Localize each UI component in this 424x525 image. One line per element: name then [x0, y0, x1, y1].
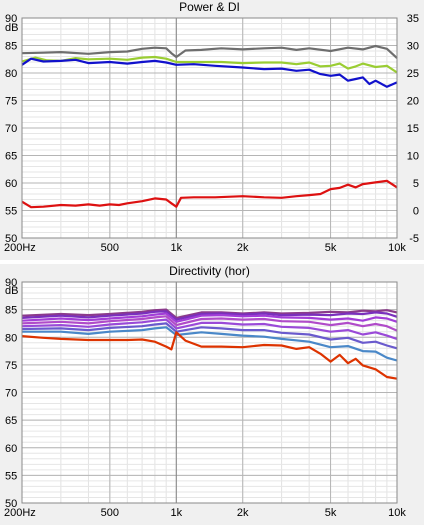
y2-tick-label: 5	[413, 178, 419, 190]
y2-tick-label: -5	[409, 233, 419, 245]
y2-tick-label: 20	[407, 96, 419, 108]
series-line-1	[21, 44, 398, 59]
y-tick-label: 60	[5, 178, 17, 190]
y-tick-label: 90	[5, 277, 17, 289]
series-line-7	[22, 326, 398, 362]
x-tick-label: 500	[101, 507, 119, 519]
y2-tick-label: 25	[407, 68, 419, 80]
y2-tick-label: 0	[413, 206, 419, 218]
x-tick-label: 200Hz	[4, 507, 36, 519]
x-tick-label: 5k	[325, 507, 337, 519]
plot-frame	[21, 17, 398, 239]
y-axis-label: dB	[5, 285, 18, 297]
y-tick-label: 80	[5, 332, 17, 344]
x-tick-label: 1k	[170, 242, 182, 254]
series-line-8	[21, 331, 398, 380]
chart-panel-1: Power & DI dB 50 55 60 65 70 75 80 85 90 -5 0 5 10 15 20…	[4, 0, 419, 254]
series-line-4	[21, 315, 398, 332]
series-line-3	[21, 57, 398, 88]
y2-tick-label: 30	[407, 41, 419, 53]
x-tick-label: 500	[101, 242, 119, 254]
y-tick-label: 90	[5, 13, 17, 25]
y-tick-label: 60	[5, 443, 17, 455]
series-line-6	[21, 322, 398, 350]
x-tick-label: 1k	[170, 507, 182, 519]
x-tick-label: 200Hz	[4, 242, 36, 254]
chart-title: Power & DI	[179, 0, 240, 14]
y-tick-label: 75	[5, 360, 17, 372]
y-tick-label: 50	[5, 233, 17, 245]
y2-tick-label: 15	[407, 123, 419, 135]
y-tick-label: 85	[5, 41, 17, 53]
y-tick-label: 65	[5, 151, 17, 163]
y-tick-label: 55	[5, 470, 17, 482]
y-tick-label: 80	[5, 68, 17, 80]
y-tick-label: 70	[5, 388, 17, 400]
x-tick-label: 5k	[325, 242, 337, 254]
y2-tick-label: 10	[407, 151, 419, 163]
panel-separator	[0, 260, 424, 264]
chart-panel-2: Directivity (hor) dB 50 55 60 65 70 75 80 85 90 200…	[4, 264, 406, 519]
y-tick-label: 85	[5, 305, 17, 317]
series-line-2	[21, 310, 398, 321]
y-tick-label: 65	[5, 415, 17, 427]
y2-tick-label: 35	[407, 13, 419, 25]
series-line-2	[21, 55, 398, 74]
x-tick-label: 10k	[388, 242, 406, 254]
x-tick-label: 2k	[237, 242, 249, 254]
y-tick-label: 55	[5, 206, 17, 218]
chart-title: Directivity (hor)	[169, 264, 250, 278]
x-tick-label: 2k	[237, 507, 249, 519]
y-axis-label: dB	[5, 22, 18, 34]
series-line-5	[21, 318, 398, 340]
series-line-3	[21, 312, 398, 323]
series-line-4	[21, 179, 398, 209]
plot-frame	[21, 281, 398, 504]
y-tick-label: 50	[5, 498, 17, 510]
x-tick-label: 10k	[388, 507, 406, 519]
y-tick-label: 75	[5, 96, 17, 108]
y-tick-label: 70	[5, 123, 17, 135]
